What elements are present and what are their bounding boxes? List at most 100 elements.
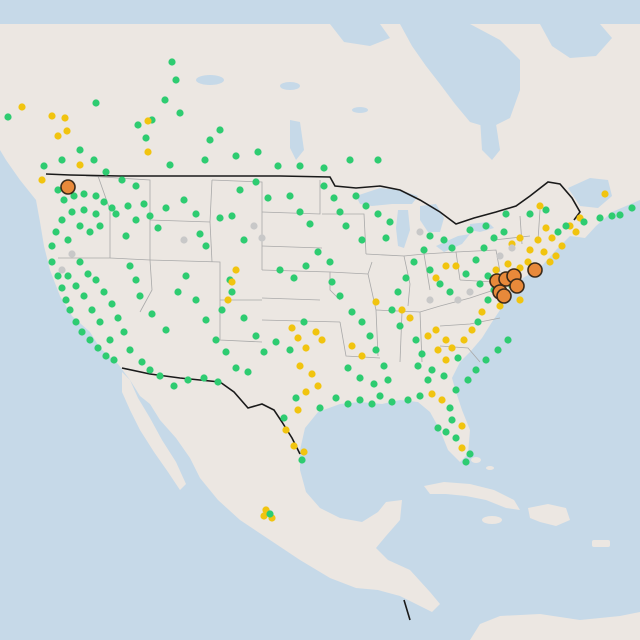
green-marker[interactable] (296, 208, 304, 216)
yellow-marker[interactable] (548, 234, 556, 242)
green-marker[interactable] (236, 186, 244, 194)
green-marker[interactable] (138, 358, 146, 366)
green-marker[interactable] (416, 392, 424, 400)
green-marker[interactable] (52, 228, 60, 236)
green-marker[interactable] (136, 292, 144, 300)
green-marker[interactable] (384, 376, 392, 384)
green-marker[interactable] (272, 338, 280, 346)
green-marker[interactable] (412, 336, 420, 344)
green-marker[interactable] (352, 192, 360, 200)
green-marker[interactable] (102, 352, 110, 360)
green-marker[interactable] (480, 244, 488, 252)
green-marker[interactable] (314, 248, 322, 256)
green-marker[interactable] (170, 382, 178, 390)
green-marker[interactable] (202, 316, 210, 324)
green-marker[interactable] (348, 308, 356, 316)
green-marker[interactable] (320, 182, 328, 190)
green-marker[interactable] (402, 274, 410, 282)
green-marker[interactable] (228, 288, 236, 296)
green-marker[interactable] (426, 266, 434, 274)
gray-marker[interactable] (68, 250, 76, 258)
yellow-marker[interactable] (516, 296, 524, 304)
green-marker[interactable] (58, 216, 66, 224)
green-marker[interactable] (120, 328, 128, 336)
green-marker[interactable] (332, 394, 340, 402)
green-marker[interactable] (202, 242, 210, 250)
green-marker[interactable] (218, 306, 226, 314)
green-marker[interactable] (48, 242, 56, 250)
green-marker[interactable] (358, 318, 366, 326)
green-marker[interactable] (192, 210, 200, 218)
orange-large-marker[interactable] (496, 288, 512, 304)
green-marker[interactable] (192, 296, 200, 304)
yellow-marker[interactable] (452, 262, 460, 270)
green-marker[interactable] (142, 134, 150, 142)
yellow-marker[interactable] (300, 448, 308, 456)
green-marker[interactable] (108, 300, 116, 308)
green-marker[interactable] (328, 278, 336, 286)
yellow-marker[interactable] (302, 344, 310, 352)
green-marker[interactable] (148, 310, 156, 318)
green-marker[interactable] (372, 346, 380, 354)
green-marker[interactable] (542, 206, 550, 214)
green-marker[interactable] (54, 272, 62, 280)
green-marker[interactable] (162, 204, 170, 212)
green-marker[interactable] (286, 346, 294, 354)
green-marker[interactable] (434, 424, 442, 432)
green-marker[interactable] (448, 244, 456, 252)
yellow-marker[interactable] (534, 236, 542, 244)
green-marker[interactable] (300, 318, 308, 326)
green-marker[interactable] (240, 236, 248, 244)
yellow-marker[interactable] (260, 512, 268, 520)
yellow-marker[interactable] (232, 266, 240, 274)
green-marker[interactable] (254, 148, 262, 156)
green-marker[interactable] (244, 368, 252, 376)
orange-large-marker[interactable] (509, 278, 525, 294)
yellow-marker[interactable] (308, 370, 316, 378)
green-marker[interactable] (76, 222, 84, 230)
green-marker[interactable] (484, 272, 492, 280)
green-marker[interactable] (161, 96, 169, 104)
green-marker[interactable] (380, 362, 388, 370)
yellow-marker[interactable] (546, 258, 554, 266)
green-marker[interactable] (286, 192, 294, 200)
green-marker[interactable] (112, 210, 120, 218)
green-marker[interactable] (302, 262, 310, 270)
green-marker[interactable] (126, 262, 134, 270)
yellow-marker[interactable] (536, 202, 544, 210)
green-marker[interactable] (70, 192, 78, 200)
green-marker[interactable] (356, 396, 364, 404)
green-marker[interactable] (126, 346, 134, 354)
green-marker[interactable] (448, 416, 456, 424)
yellow-marker[interactable] (290, 442, 298, 450)
green-marker[interactable] (156, 372, 164, 380)
green-marker[interactable] (344, 400, 352, 408)
yellow-marker[interactable] (572, 228, 580, 236)
green-marker[interactable] (54, 186, 62, 194)
green-marker[interactable] (490, 234, 498, 242)
green-marker[interactable] (336, 292, 344, 300)
green-marker[interactable] (344, 364, 352, 372)
yellow-marker[interactable] (48, 112, 56, 120)
yellow-marker[interactable] (144, 117, 152, 125)
green-marker[interactable] (396, 322, 404, 330)
yellow-marker[interactable] (54, 132, 62, 140)
green-marker[interactable] (40, 162, 48, 170)
green-marker[interactable] (96, 318, 104, 326)
green-marker[interactable] (462, 458, 470, 466)
green-marker[interactable] (442, 428, 450, 436)
green-marker[interactable] (494, 346, 502, 354)
yellow-marker[interactable] (372, 298, 380, 306)
yellow-marker[interactable] (288, 324, 296, 332)
green-marker[interactable] (482, 356, 490, 364)
green-marker[interactable] (502, 210, 510, 218)
gray-marker[interactable] (508, 244, 516, 252)
yellow-marker[interactable] (601, 190, 609, 198)
green-marker[interactable] (66, 306, 74, 314)
green-marker[interactable] (58, 284, 66, 292)
green-marker[interactable] (132, 276, 140, 284)
green-marker[interactable] (84, 270, 92, 278)
green-marker[interactable] (342, 222, 350, 230)
green-marker[interactable] (452, 434, 460, 442)
